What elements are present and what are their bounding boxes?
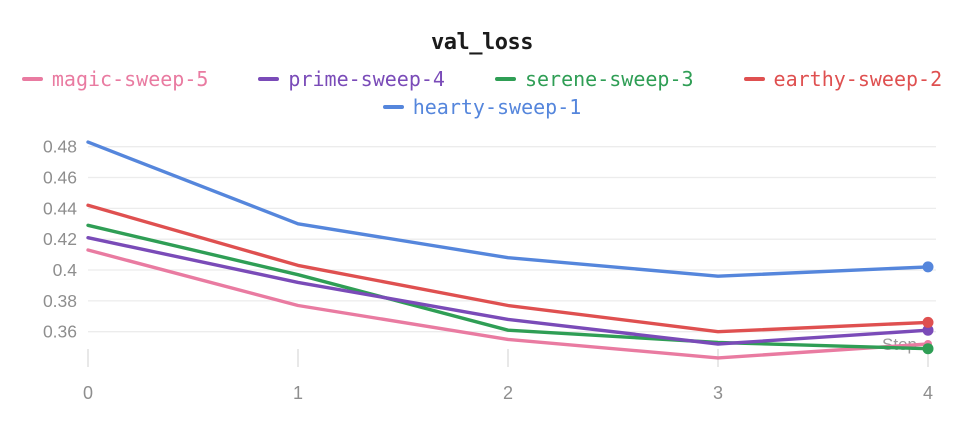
series-line xyxy=(86,140,930,278)
legend-label: hearty-sweep-1 xyxy=(412,95,582,119)
legend-item-serene-sweep-3[interactable]: serene-sweep-3 xyxy=(494,67,694,91)
chart-title: val_loss xyxy=(431,30,533,55)
series-line xyxy=(86,223,930,351)
x-tick-label: 0 xyxy=(83,383,93,403)
x-axis: 0 1 2 3 4 xyxy=(83,349,933,403)
legend-swatch-icon xyxy=(21,77,43,81)
x-tick-label: 3 xyxy=(713,383,723,403)
series-hearty-sweep-1 xyxy=(86,140,934,278)
legend-item-earthy-sweep-2[interactable]: earthy-sweep-2 xyxy=(743,67,943,91)
series-serene-sweep-3 xyxy=(86,223,934,355)
legend-item-magic-sweep-5[interactable]: magic-sweep-5 xyxy=(21,67,209,91)
series-end-dot xyxy=(922,261,934,273)
series-end-dot xyxy=(922,316,934,328)
y-tick-label: 0.44 xyxy=(43,198,77,218)
series-line xyxy=(86,203,930,334)
legend-swatch-icon xyxy=(743,77,765,81)
y-tick-label: 0.42 xyxy=(43,229,77,249)
series-line xyxy=(86,248,930,360)
legend-label: serene-sweep-3 xyxy=(524,67,694,91)
y-tick-label: 0.36 xyxy=(43,322,77,342)
x-tick-label: 1 xyxy=(293,383,303,403)
x-tick-label: 2 xyxy=(503,383,513,403)
series-end-dot xyxy=(922,324,934,336)
y-tick-label: 0.38 xyxy=(43,291,77,311)
x-tick-label: 4 xyxy=(923,383,933,403)
legend-swatch-icon xyxy=(258,77,280,81)
legend-label: magic-sweep-5 xyxy=(51,67,209,91)
legend-label: prime-sweep-4 xyxy=(288,67,445,91)
series-end-dot xyxy=(922,343,934,355)
y-tick-label: 0.48 xyxy=(43,137,77,157)
legend-row: magic-sweep-5 prime-sweep-4 serene-sweep-3… xyxy=(21,67,943,91)
y-tick-label: 0.4 xyxy=(53,260,78,280)
legend-item-prime-sweep-4[interactable]: prime-sweep-4 xyxy=(258,67,445,91)
series-line xyxy=(86,235,930,346)
legend-label: earthy-sweep-2 xyxy=(773,67,943,91)
y-axis-labels: 0.48 0.46 0.44 0.42 0.4 0.38 0.36 xyxy=(43,137,77,342)
y-tick-label: 0.46 xyxy=(43,168,77,188)
legend-row: hearty-sweep-1 xyxy=(382,95,582,119)
legend: magic-sweep-5 prime-sweep-4 serene-sweep-3… xyxy=(0,67,964,119)
series-earthy-sweep-2 xyxy=(86,203,934,334)
legend-swatch-icon xyxy=(382,105,404,109)
legend-item-hearty-sweep-1[interactable]: hearty-sweep-1 xyxy=(382,95,582,119)
legend-swatch-icon xyxy=(494,77,516,81)
gridlines xyxy=(88,146,936,333)
series-prime-sweep-4 xyxy=(86,235,934,346)
